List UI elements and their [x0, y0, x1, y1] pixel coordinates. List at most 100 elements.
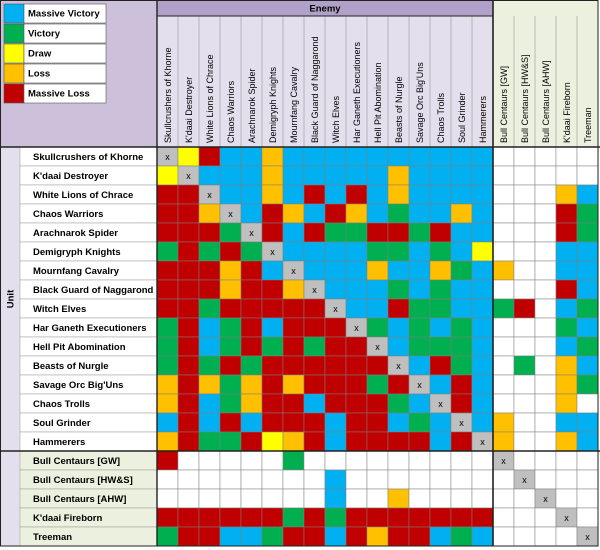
row-label: Mournfang Cavalry — [33, 266, 120, 277]
matchup-cell — [282, 146, 305, 167]
matchup-cell — [387, 469, 410, 490]
matchup-cell — [177, 374, 200, 395]
matchup-cell — [282, 298, 305, 319]
matchup-cell — [156, 355, 179, 376]
self-marker: x — [501, 456, 506, 466]
matchup-cell — [450, 241, 473, 262]
row-label: Hell Pit Abomination — [33, 342, 126, 353]
matchup-cell — [471, 412, 494, 433]
matchup-cell — [324, 146, 347, 167]
matchup-cell — [492, 336, 515, 357]
matchup-cell — [366, 241, 389, 262]
matchup-cell — [450, 203, 473, 224]
matchup-cell — [387, 298, 410, 319]
matchup-cell — [240, 317, 263, 338]
matchup-cell — [177, 184, 200, 205]
matchup-cell — [492, 260, 515, 281]
matchup-cell — [156, 279, 179, 300]
matchup-cell — [429, 279, 452, 300]
matchup-cell — [156, 222, 179, 243]
matchup-cell — [513, 241, 536, 262]
matchup-cell — [534, 203, 557, 224]
matchup-cell — [366, 393, 389, 414]
matchup-cell — [408, 279, 431, 300]
matchup-cell — [450, 336, 473, 357]
matchup-cell — [198, 374, 221, 395]
matchup-cell — [219, 393, 242, 414]
matchup-cell — [534, 393, 557, 414]
self-marker: x — [333, 304, 338, 314]
matchup-cell — [471, 146, 494, 167]
matchup-cell — [576, 298, 599, 319]
matchup-cell — [408, 184, 431, 205]
matchup-cell — [345, 374, 368, 395]
matchup-cell — [387, 507, 410, 528]
matchup-cell — [555, 412, 578, 433]
matchup-cell — [534, 336, 557, 357]
matchup-cell — [240, 393, 263, 414]
matchup-cell — [198, 393, 221, 414]
matchup-cell — [282, 469, 305, 490]
matchup-cell — [534, 184, 557, 205]
matchup-cell — [513, 336, 536, 357]
matchup-cell — [198, 469, 221, 490]
matchup-cell — [555, 241, 578, 262]
matchup-cell — [261, 336, 284, 357]
matchup-cell — [513, 488, 536, 509]
matchup-cell — [219, 298, 242, 319]
matchup-cell — [366, 260, 389, 281]
matchup-cell — [408, 488, 431, 509]
matchup-cell — [534, 165, 557, 186]
matchup-cell — [513, 393, 536, 414]
matchup-cell — [261, 279, 284, 300]
matchup-cell — [156, 431, 179, 452]
matchup-cell — [513, 507, 536, 528]
matchup-cell — [408, 222, 431, 243]
matchup-cell — [303, 450, 326, 471]
legend-swatch — [3, 3, 25, 24]
matchup-cell — [345, 146, 368, 167]
matchup-cell — [408, 260, 431, 281]
matchup-cell — [471, 184, 494, 205]
matchup-cell — [576, 260, 599, 281]
matchup-cell — [492, 488, 515, 509]
matchup-cell — [429, 469, 452, 490]
matchup-cell — [219, 165, 242, 186]
matchup-cell — [450, 450, 473, 471]
column-label: Bull Centaurs [GW] — [499, 66, 509, 143]
matchup-cell — [450, 355, 473, 376]
matchup-cell — [513, 279, 536, 300]
matchup-cell — [534, 241, 557, 262]
matchup-cell — [429, 431, 452, 452]
matchup-cell — [387, 260, 410, 281]
legend-swatch — [3, 23, 25, 44]
matchup-cell — [177, 279, 200, 300]
matchup-cell — [471, 355, 494, 376]
matchup-cell — [366, 279, 389, 300]
matchup-cell — [219, 412, 242, 433]
matchup-cell — [387, 393, 410, 414]
matchup-cell — [408, 431, 431, 452]
matchup-cell — [408, 241, 431, 262]
matchup-cell — [219, 507, 242, 528]
matchup-cell — [555, 393, 578, 414]
row-label: White Lions of Chrace — [33, 190, 133, 201]
matchup-cell — [156, 298, 179, 319]
matchup-cell — [555, 450, 578, 471]
matchup-cell — [345, 184, 368, 205]
matchup-cell — [555, 298, 578, 319]
matchup-cell — [240, 526, 263, 547]
matchup-cell — [534, 222, 557, 243]
self-marker: x — [438, 399, 443, 409]
matchup-cell — [198, 507, 221, 528]
matchup-cell — [513, 450, 536, 471]
matchup-cell — [387, 222, 410, 243]
matchup-cell — [492, 317, 515, 338]
matchup-cell — [261, 298, 284, 319]
matchup-cell — [219, 431, 242, 452]
matchup-cell — [324, 355, 347, 376]
matchup-cell — [240, 336, 263, 357]
self-marker: x — [480, 437, 485, 447]
matchup-cell — [219, 184, 242, 205]
